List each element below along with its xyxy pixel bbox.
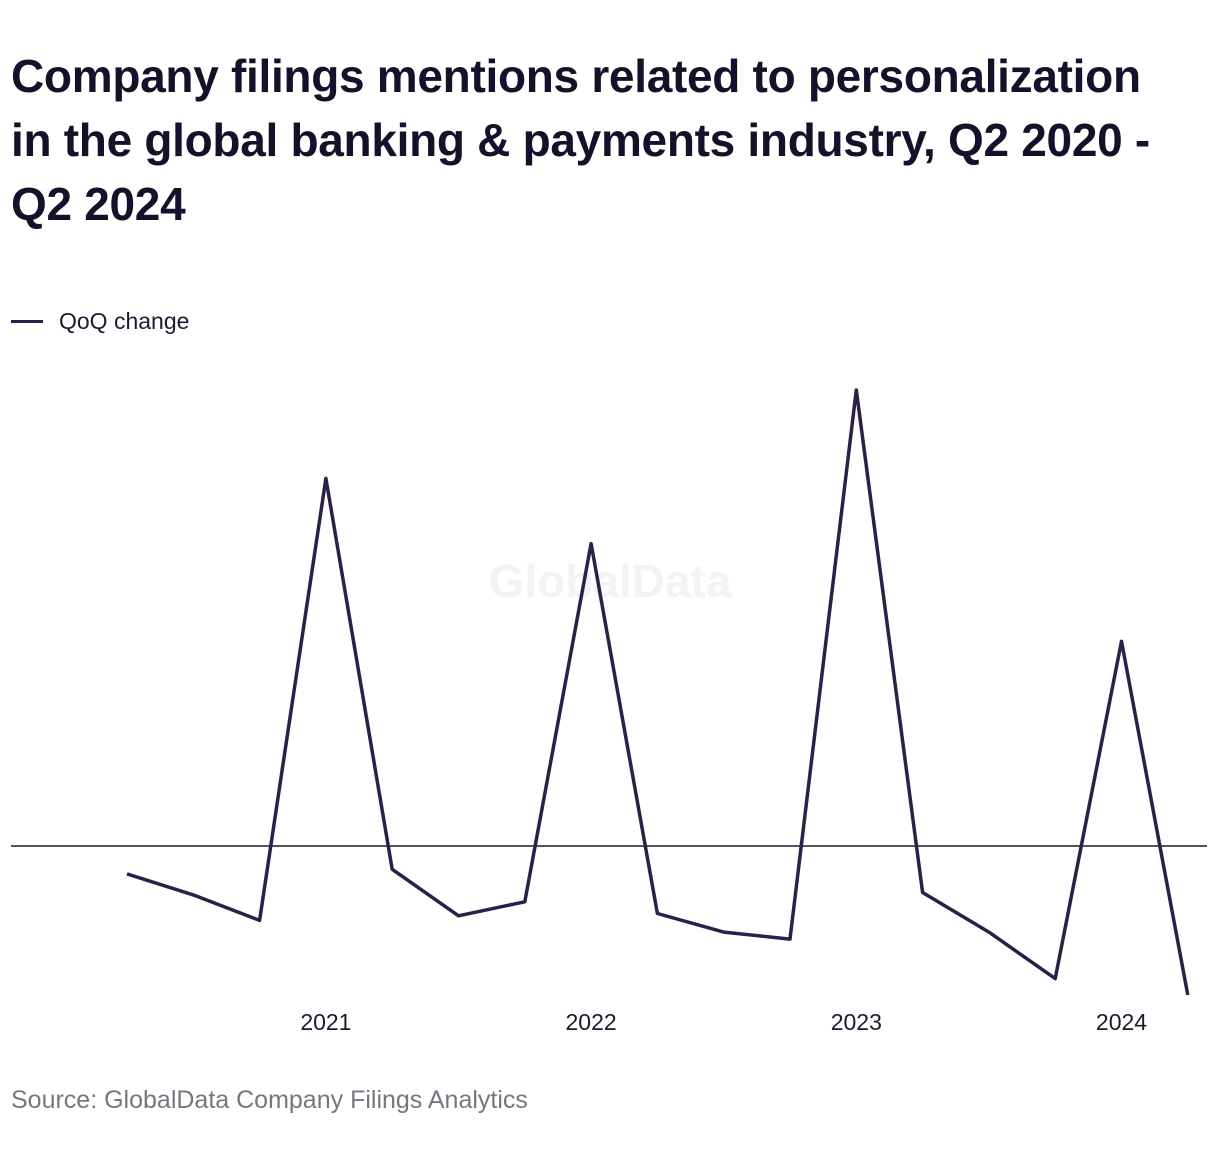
watermark: GlobalData <box>489 555 732 607</box>
legend: QoQ change <box>11 306 189 336</box>
data-point <box>125 872 129 876</box>
x-tick-label: 2021 <box>300 1009 351 1035</box>
data-point <box>987 930 991 934</box>
data-point <box>324 476 328 480</box>
data-point <box>390 867 394 871</box>
data-point <box>788 937 792 941</box>
data-point <box>258 918 262 922</box>
data-point <box>589 542 593 546</box>
legend-label: QoQ change <box>59 307 190 334</box>
x-tick-label: 2023 <box>831 1009 882 1035</box>
x-tick-label: 2024 <box>1096 1009 1147 1035</box>
data-point <box>722 930 726 934</box>
series-line-0 <box>126 388 1190 996</box>
data-point <box>655 912 659 916</box>
data-point <box>1053 977 1057 981</box>
data-point <box>191 893 195 897</box>
data-point <box>523 900 527 904</box>
data-point <box>457 914 461 918</box>
source-note: Source: GlobalData Company Filings Analy… <box>11 1086 528 1114</box>
data-point <box>1186 993 1190 997</box>
x-tick-label: 2022 <box>566 1009 617 1035</box>
legend-swatch <box>11 319 43 323</box>
chart-title: Company filings mentions related to pers… <box>11 50 1150 230</box>
data-point <box>854 388 858 392</box>
data-point <box>1120 639 1124 643</box>
data-point <box>921 891 925 895</box>
